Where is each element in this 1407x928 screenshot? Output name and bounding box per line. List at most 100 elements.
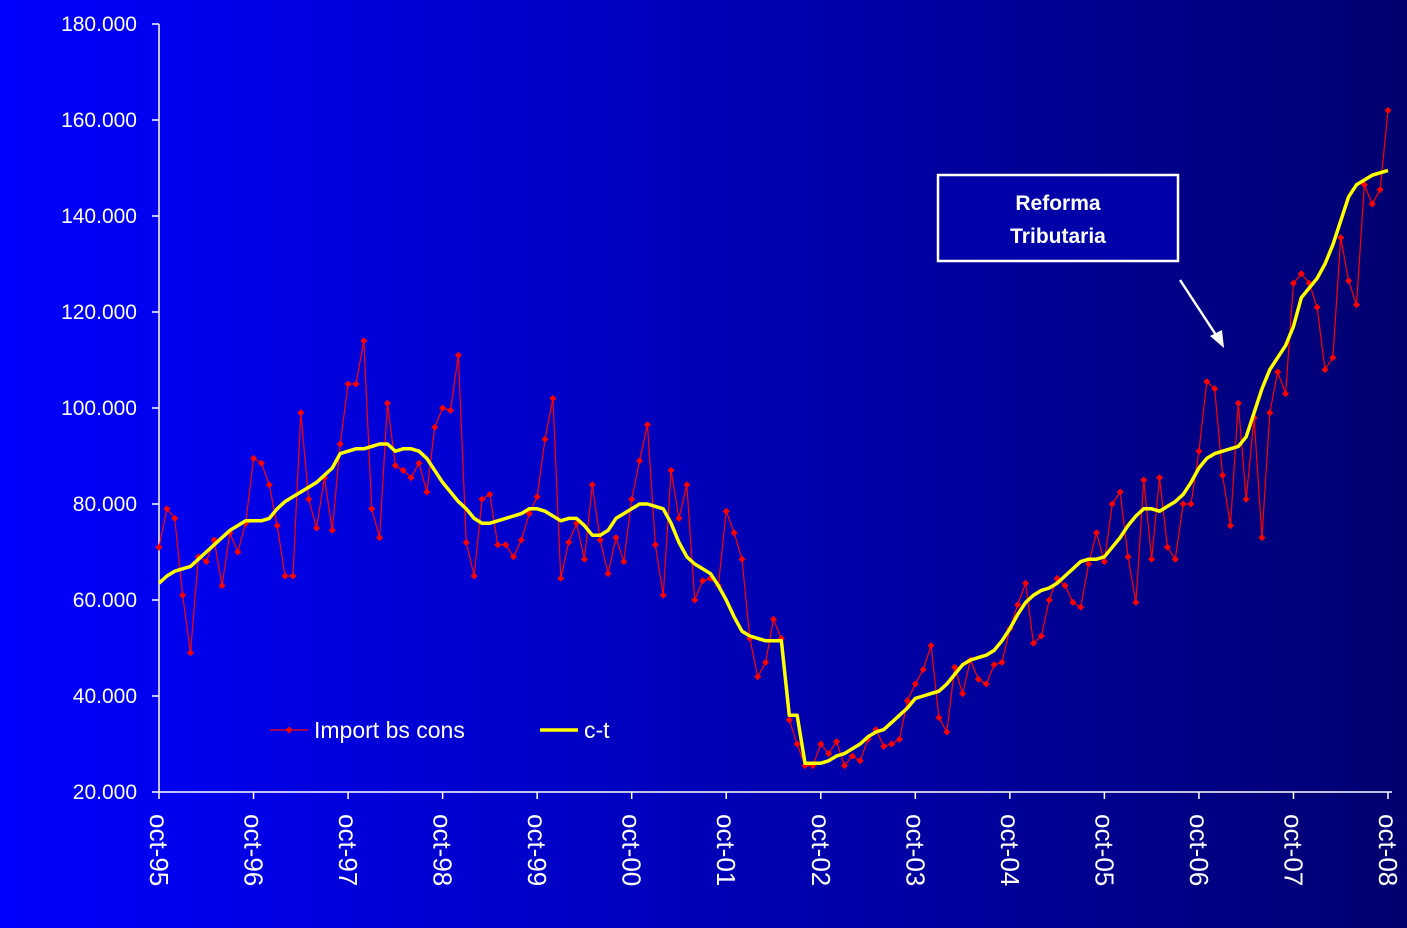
data-point bbox=[171, 514, 179, 522]
legend-label: Import bs cons bbox=[314, 717, 465, 743]
data-point bbox=[557, 574, 565, 582]
data-point bbox=[919, 666, 927, 674]
data-point bbox=[407, 474, 415, 482]
y-tick-label: 60.000 bbox=[73, 589, 137, 612]
x-tick-label: oct-99 bbox=[522, 814, 552, 886]
data-point bbox=[1187, 500, 1195, 508]
data-point bbox=[1297, 270, 1305, 278]
data-point bbox=[328, 526, 336, 534]
data-point bbox=[470, 572, 478, 580]
data-point bbox=[1329, 354, 1337, 362]
data-point bbox=[423, 488, 431, 496]
data-point bbox=[1140, 476, 1148, 484]
data-point bbox=[1376, 186, 1384, 194]
data-point bbox=[1148, 555, 1156, 563]
data-point bbox=[667, 466, 675, 474]
annotation-arrowhead bbox=[1210, 330, 1224, 348]
data-point bbox=[218, 582, 226, 590]
data-point bbox=[943, 728, 951, 736]
data-point bbox=[439, 404, 447, 412]
data-point bbox=[446, 406, 454, 414]
data-point bbox=[1211, 385, 1219, 393]
data-point bbox=[1029, 639, 1037, 647]
x-tick-label: oct-01 bbox=[711, 814, 741, 886]
data-point bbox=[250, 454, 258, 462]
data-point bbox=[1163, 543, 1171, 551]
data-point bbox=[360, 337, 368, 345]
data-point bbox=[896, 735, 904, 743]
data-point bbox=[1242, 495, 1250, 503]
data-point bbox=[415, 459, 423, 467]
data-point bbox=[179, 591, 187, 599]
x-tick-label: oct-08 bbox=[1373, 814, 1403, 886]
annotation-box bbox=[936, 173, 1180, 263]
data-point bbox=[959, 690, 967, 698]
data-point bbox=[1124, 553, 1132, 561]
data-point bbox=[1022, 579, 1030, 587]
data-point bbox=[273, 522, 281, 530]
data-point bbox=[1234, 399, 1242, 407]
y-tick-label: 80.000 bbox=[73, 493, 137, 516]
data-point bbox=[1195, 447, 1203, 455]
data-point bbox=[1345, 277, 1353, 285]
data-point bbox=[549, 394, 557, 402]
x-tick-label: oct-00 bbox=[617, 814, 647, 886]
data-point bbox=[494, 541, 502, 549]
x-tick-label: oct-07 bbox=[1278, 814, 1308, 886]
data-point bbox=[1337, 234, 1345, 242]
data-point bbox=[596, 536, 604, 544]
data-point bbox=[383, 399, 391, 407]
data-point bbox=[974, 675, 982, 683]
data-point bbox=[281, 572, 289, 580]
data-point bbox=[722, 507, 730, 515]
data-point bbox=[265, 481, 273, 489]
data-point bbox=[486, 490, 494, 498]
series-line bbox=[157, 168, 1389, 765]
data-point bbox=[289, 572, 297, 580]
data-point bbox=[1266, 409, 1274, 417]
data-point bbox=[998, 658, 1006, 666]
data-point bbox=[951, 663, 959, 671]
data-point bbox=[565, 538, 573, 546]
x-tick-label: oct-98 bbox=[428, 814, 458, 886]
data-point bbox=[1116, 488, 1124, 496]
data-point bbox=[517, 536, 525, 544]
data-point bbox=[1274, 368, 1282, 376]
data-point bbox=[1171, 555, 1179, 563]
data-point bbox=[1156, 474, 1164, 482]
data-point bbox=[510, 553, 518, 561]
data-point bbox=[730, 529, 738, 537]
data-point bbox=[580, 555, 588, 563]
data-point bbox=[1014, 601, 1022, 609]
data-point bbox=[643, 421, 651, 429]
y-tick-label: 160.000 bbox=[61, 109, 137, 132]
data-point bbox=[636, 457, 644, 465]
data-point bbox=[1108, 500, 1116, 508]
data-point bbox=[888, 740, 896, 748]
data-point bbox=[478, 495, 486, 503]
data-point bbox=[1289, 279, 1297, 287]
data-point bbox=[541, 435, 549, 443]
data-point bbox=[1219, 471, 1227, 479]
data-point bbox=[155, 543, 163, 551]
x-tick-label: oct-06 bbox=[1184, 814, 1214, 886]
data-point bbox=[368, 505, 376, 513]
data-point bbox=[1282, 390, 1290, 398]
data-point bbox=[903, 697, 911, 705]
data-point bbox=[840, 762, 848, 770]
data-point bbox=[770, 615, 777, 623]
data-point bbox=[659, 591, 667, 599]
data-point bbox=[454, 351, 462, 359]
legend-label: c-t bbox=[584, 717, 610, 743]
data-point bbox=[533, 493, 541, 501]
y-tick-label: 100.000 bbox=[61, 397, 137, 420]
data-point bbox=[699, 577, 707, 585]
data-point bbox=[880, 742, 888, 750]
data-point bbox=[604, 570, 612, 578]
data-point bbox=[1352, 301, 1360, 309]
data-point bbox=[163, 505, 171, 513]
data-point bbox=[982, 680, 990, 688]
data-point bbox=[1321, 366, 1329, 374]
data-point bbox=[305, 495, 313, 503]
data-point bbox=[399, 466, 407, 474]
